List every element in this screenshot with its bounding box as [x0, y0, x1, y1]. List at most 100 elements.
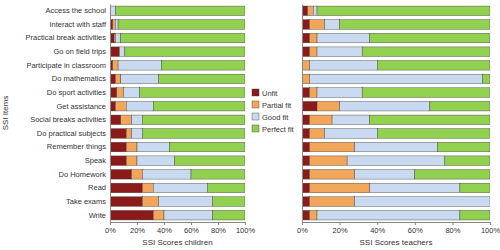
legend-swatch — [252, 113, 259, 120]
bar-segment — [191, 170, 245, 180]
bar-segment — [169, 142, 245, 152]
bar-segment — [110, 115, 121, 125]
legend-swatch — [252, 101, 259, 108]
x-tick-mark — [340, 222, 341, 225]
bar-segment — [310, 47, 318, 57]
bar-segment — [362, 47, 490, 57]
x-tick: 20% — [333, 222, 348, 235]
bar-segment — [126, 129, 131, 139]
x-tick-mark — [164, 222, 165, 225]
x-tick: 40% — [157, 222, 172, 235]
bar-segment — [437, 142, 490, 152]
bar-segment — [310, 156, 348, 166]
x-tick: 60% — [184, 222, 199, 235]
x-tick-label: 0% — [297, 226, 308, 235]
bar-segment — [115, 20, 118, 30]
bar-segment — [110, 170, 132, 180]
bar-segment — [110, 88, 117, 98]
y-tick: Write — [89, 211, 106, 220]
y-tick-label: Get assistance — [56, 102, 106, 111]
bar-segment — [317, 47, 362, 57]
x-tick-label: 40% — [157, 226, 172, 235]
bar-segment — [213, 197, 245, 207]
bar-segment — [119, 47, 124, 57]
bar-segment — [132, 129, 143, 139]
bar-segment — [302, 156, 310, 166]
bar-segment — [370, 183, 460, 193]
y-tick: Do mathematics — [52, 74, 106, 83]
panel: 0% 20% 40% 60% 80% 100% SSI Scores teachers — [297, 5, 500, 248]
x-tick: 100% — [236, 222, 256, 235]
bar-segment — [302, 33, 310, 43]
panel: 0% 20% 40% 60% 80% 100% Access the school Inter… — [1, 5, 295, 248]
series — [310, 6, 490, 220]
y-axis-title: SSI Items — [1, 96, 10, 131]
bar-segment — [153, 183, 207, 193]
x-tick-label: 80% — [445, 226, 460, 235]
bar-segment — [110, 129, 126, 139]
x-tick: 100% — [481, 222, 500, 235]
y-tick-label: Interact with staff — [49, 20, 106, 29]
y-tick-label: Take exams — [66, 197, 106, 206]
x-tick-label: 100% — [236, 226, 256, 235]
bar-segment — [325, 129, 378, 139]
x-tick-label: 100% — [481, 226, 500, 235]
bar-segment — [377, 61, 490, 71]
bar-segment — [355, 142, 438, 152]
bar-segment — [117, 88, 124, 98]
bar-segment — [317, 88, 362, 98]
y-tick-label: Remember things — [47, 142, 106, 151]
y-tick-label: Do mathematics — [52, 74, 106, 83]
bar-segment — [110, 156, 126, 166]
bar-segment — [142, 129, 245, 139]
bar-segment — [126, 156, 137, 166]
series — [317, 6, 490, 220]
bar-segment — [213, 210, 245, 220]
x-tick-label: 40% — [370, 226, 385, 235]
y-tick-label: Read — [88, 183, 106, 192]
legend: UnfitPartial fitGood fitPerfect fit — [252, 89, 295, 134]
bar-segment — [355, 170, 415, 180]
bar-segment — [302, 47, 310, 57]
y-tick-label: Access the school — [46, 6, 107, 15]
y-tick: Get assistance — [56, 102, 106, 111]
x-tick-mark — [245, 222, 246, 225]
x-tick-mark — [452, 222, 453, 225]
bar-segment — [310, 74, 483, 84]
bar-segment — [302, 210, 310, 220]
y-tick: Go on field trips — [53, 47, 106, 56]
x-axis-title: SSI Scores teachers — [360, 238, 433, 247]
bar-segment — [110, 197, 142, 207]
legend-label: Good fit — [262, 113, 289, 122]
bar-segment — [115, 33, 120, 43]
x-tick: 60% — [408, 222, 423, 235]
bar-segment — [153, 101, 245, 111]
x-tick-label: 0% — [105, 226, 116, 235]
bar-segment — [310, 88, 318, 98]
bar-segment — [310, 61, 378, 71]
bar-segment — [126, 142, 137, 152]
x-tick: 20% — [130, 222, 145, 235]
bar-segment — [121, 74, 159, 84]
y-tick: Take exams — [66, 197, 106, 206]
x-tick-mark — [191, 222, 192, 225]
x-tick: 0% — [105, 222, 116, 235]
bar-segment — [340, 20, 490, 30]
x-tick: 80% — [211, 222, 226, 235]
x-tick-label: 60% — [408, 226, 423, 235]
bar-segment — [310, 142, 355, 152]
y-tick: Interact with staff — [49, 20, 106, 29]
y-tick-label: Participate in classroom — [26, 61, 106, 70]
legend-swatch — [252, 125, 259, 132]
bar-segment — [118, 20, 245, 30]
y-axis — [302, 5, 303, 223]
bar-segment — [121, 115, 132, 125]
x-tick-label: 80% — [211, 226, 226, 235]
bar-segment — [302, 197, 310, 207]
bar-segment — [110, 210, 153, 220]
bar-segment — [317, 101, 340, 111]
series — [302, 6, 370, 220]
legend-label: Perfect fit — [262, 125, 295, 134]
y-tick-label: Do practical subjects — [37, 129, 106, 138]
bar-segment — [370, 33, 490, 43]
